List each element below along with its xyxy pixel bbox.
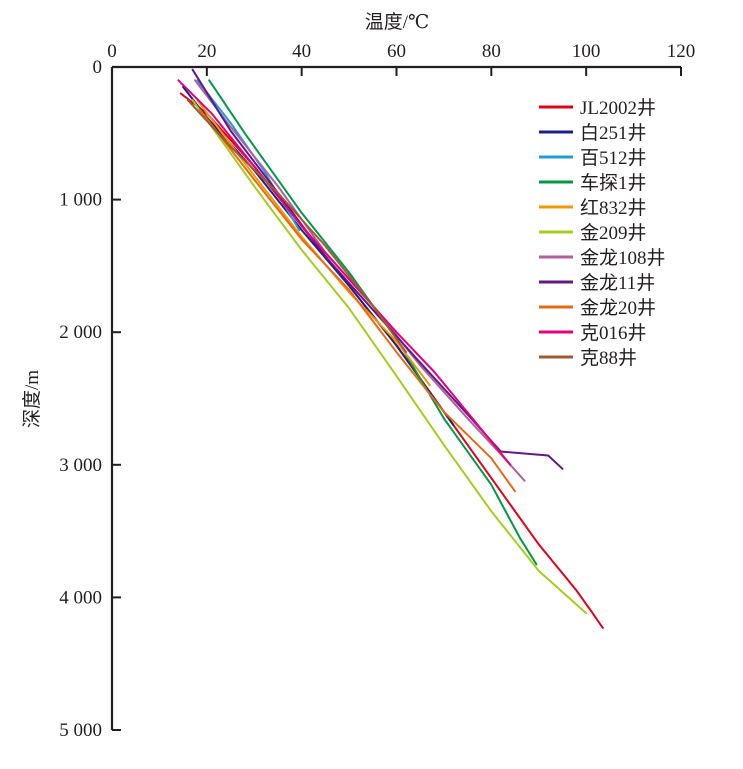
x-tick-label: 0 bbox=[107, 41, 117, 62]
legend-label: 百512井 bbox=[580, 147, 647, 169]
legend-label: 克88井 bbox=[580, 347, 637, 369]
series-lines-group bbox=[177, 68, 604, 629]
y-axis-title: 深度/m bbox=[21, 370, 43, 428]
legend-label: 金209井 bbox=[580, 222, 647, 244]
x-tick-label: 20 bbox=[197, 41, 216, 62]
x-tick-label: 40 bbox=[292, 41, 311, 62]
legend: JL2002井白251井百512井车探1井红832井金209井金龙108井金龙1… bbox=[539, 97, 666, 369]
y-tick-label: 5 000 bbox=[59, 720, 102, 741]
series-line-6 bbox=[191, 99, 588, 615]
x-tick-label: 100 bbox=[572, 41, 601, 62]
x-tick-label: 60 bbox=[387, 41, 406, 62]
legend-label: 白251井 bbox=[580, 122, 647, 144]
y-tick-label: 4 000 bbox=[59, 587, 102, 608]
x-tick-label: 120 bbox=[667, 41, 696, 62]
y-tick-label: 3 000 bbox=[59, 455, 102, 476]
y-tick-label: 1 000 bbox=[59, 190, 102, 211]
series-line-8 bbox=[191, 68, 564, 470]
x-tick-label: 80 bbox=[482, 41, 501, 62]
legend-label: 金龙108井 bbox=[580, 247, 666, 269]
legend-label: 克016井 bbox=[580, 322, 647, 344]
series-line-10 bbox=[177, 79, 512, 466]
legend-label: 车探1井 bbox=[580, 172, 647, 194]
axes-group: 0 20 40 60 80 100 120 0 1 000 2 000 3 000 4 000 5 00… bbox=[59, 41, 695, 741]
legend-label: 红832井 bbox=[580, 197, 647, 219]
legend-label: 金龙11井 bbox=[580, 272, 655, 294]
series-line-11 bbox=[186, 99, 407, 354]
legend-label: 金龙20井 bbox=[580, 297, 656, 319]
y-tick-label: 0 bbox=[93, 57, 103, 78]
legend-label: JL2002井 bbox=[580, 97, 656, 119]
y-tick-label: 2 000 bbox=[59, 322, 102, 343]
series-line-9 bbox=[198, 108, 516, 493]
x-axis-title: 温度/℃ bbox=[365, 11, 430, 33]
